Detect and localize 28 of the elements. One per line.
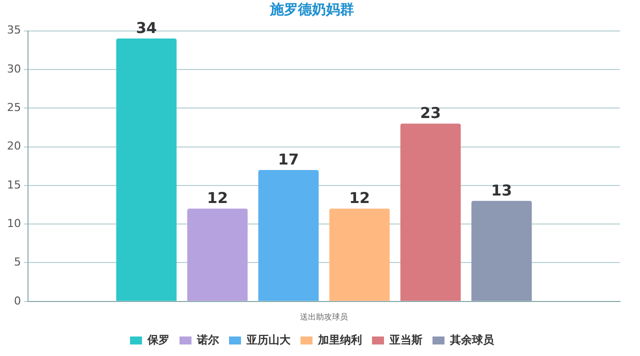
y-tick-label: 0 [14,294,21,308]
bar [471,200,532,301]
legend-label: 加里纳利 [317,333,362,346]
legend-label: 其余球员 [449,333,495,346]
bar [187,208,248,301]
legend-label: 亚历山大 [246,333,292,346]
y-tick-label: 5 [14,256,21,269]
data-label: 12 [349,189,370,208]
legend-label: 亚当斯 [388,333,422,346]
bar [329,208,390,301]
data-label: 23 [420,104,441,122]
y-tick-label: 30 [6,62,21,76]
bar [258,170,319,301]
data-label: 12 [207,189,228,208]
x-tick-label: 送出助攻球员 [300,312,348,322]
legend-label: 诺尔 [196,333,220,346]
y-tick-label: 15 [6,178,21,192]
bar [116,38,177,301]
legend-label: 保罗 [146,333,170,346]
y-tick-label: 25 [6,100,21,114]
chart-title: 施罗德奶妈群 [269,2,354,18]
y-tick-label: 20 [6,140,21,153]
data-label: 13 [491,181,512,200]
data-label: 34 [136,18,157,37]
bar [400,124,461,301]
y-tick-label: 35 [6,24,21,37]
y-tick-label: 10 [6,216,21,230]
data-label: 17 [278,150,299,168]
